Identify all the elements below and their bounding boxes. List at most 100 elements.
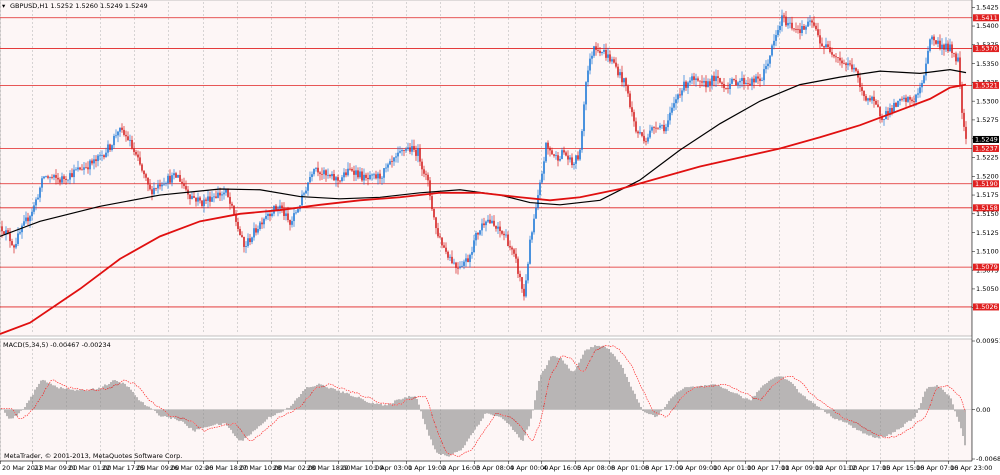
candle-body — [401, 150, 403, 152]
candle-body — [239, 229, 241, 236]
candle-body — [759, 78, 761, 81]
candle-body — [777, 30, 779, 36]
candle-body — [19, 232, 21, 234]
price-tick-label: 1.5175 — [976, 191, 999, 199]
candle-body — [319, 172, 321, 174]
level-label-box — [973, 303, 999, 311]
candle-body — [955, 53, 957, 62]
candle-body — [781, 15, 783, 26]
candle-body — [125, 134, 127, 137]
candle-body — [193, 196, 195, 198]
candle-body — [935, 40, 937, 44]
candle-body — [149, 184, 151, 190]
candle-body — [677, 94, 679, 100]
candle-body — [663, 124, 665, 132]
candle-body — [895, 102, 897, 107]
candle-body — [907, 97, 909, 102]
candle-body — [151, 189, 153, 195]
candle-body — [631, 107, 633, 113]
candle-body — [837, 57, 839, 58]
candle-body — [505, 234, 507, 236]
candle-body — [559, 158, 561, 161]
time-tick-label: 15 Apr 15:00 — [882, 464, 924, 472]
candle-body — [79, 167, 81, 170]
candle-body — [423, 169, 425, 174]
candle-body — [183, 183, 185, 187]
candle-body — [879, 107, 881, 117]
candle-body — [915, 94, 917, 102]
candle-body — [873, 96, 875, 102]
candle-body — [1, 226, 3, 232]
price-tick-label: 1.5400 — [976, 22, 999, 30]
copyright-text: MetaTrader, © 2001-2013, MetaQuotes Soft… — [4, 452, 182, 460]
candle-body — [901, 98, 903, 100]
candle-body — [393, 157, 395, 162]
symbol-info: GBPUSD,H1 1.5252 1.5260 1.5249 1.5249 — [10, 2, 148, 10]
candle-body — [235, 214, 237, 222]
candle-body — [139, 157, 141, 165]
candle-body — [327, 174, 329, 176]
candle-body — [839, 57, 841, 61]
candle-body — [715, 76, 717, 82]
candle-body — [561, 150, 563, 159]
candle-body — [771, 45, 773, 56]
candle-body — [467, 258, 469, 263]
candle-body — [243, 236, 245, 247]
candle-body — [913, 101, 915, 102]
candle-body — [163, 183, 165, 185]
candle-body — [177, 175, 179, 178]
candle-body — [531, 232, 533, 240]
candle-body — [211, 197, 213, 202]
candle-body — [483, 223, 485, 226]
price-tick-label: 1.5200 — [976, 172, 999, 180]
candle-body — [689, 80, 691, 83]
candle-body — [451, 256, 453, 264]
time-tick-label: 10 Apr 01:00 — [713, 464, 755, 472]
candle-body — [153, 188, 155, 195]
candle-body — [497, 226, 499, 229]
candle-body — [129, 139, 131, 141]
candle-body — [791, 22, 793, 29]
candle-body — [369, 174, 371, 180]
candle-body — [675, 99, 677, 104]
candle-body — [179, 175, 181, 182]
symbol-dropdown-icon[interactable]: ▾ — [2, 2, 6, 10]
candle-body — [841, 60, 843, 64]
candle-body — [413, 146, 415, 150]
time-tick-label: 1 Apr 03:00 — [374, 464, 412, 472]
candle-body — [35, 199, 37, 206]
candle-body — [927, 50, 929, 64]
candle-body — [867, 98, 869, 101]
candle-body — [697, 78, 699, 81]
candle-body — [251, 237, 253, 243]
candle-body — [493, 220, 495, 226]
level-label: 1.5321 — [975, 81, 998, 89]
candle-body — [337, 177, 339, 181]
candle-body — [567, 155, 569, 160]
level-label-box — [973, 14, 999, 22]
candle-body — [201, 200, 203, 206]
candle-body — [335, 177, 337, 181]
candle-body — [447, 251, 449, 258]
candle-body — [351, 169, 353, 171]
candle-body — [669, 112, 671, 121]
candle-body — [61, 176, 63, 183]
candle-body — [43, 176, 45, 179]
candle-body — [203, 199, 205, 206]
candle-body — [785, 16, 787, 26]
macd-label: MACD(5,34,5) -0.00467 -0.00234 — [3, 341, 111, 349]
candle-body — [295, 212, 297, 214]
candle-body — [305, 190, 307, 194]
candle-body — [455, 262, 457, 268]
candle-body — [523, 288, 525, 297]
candle-body — [479, 230, 481, 235]
candle-body — [863, 90, 865, 97]
candle-body — [407, 147, 409, 150]
candle-body — [603, 49, 605, 52]
candle-body — [481, 223, 483, 231]
candle-body — [377, 173, 379, 179]
candle-body — [347, 168, 349, 176]
level-label: 1.5026 — [975, 303, 998, 311]
candle-body — [241, 235, 243, 237]
